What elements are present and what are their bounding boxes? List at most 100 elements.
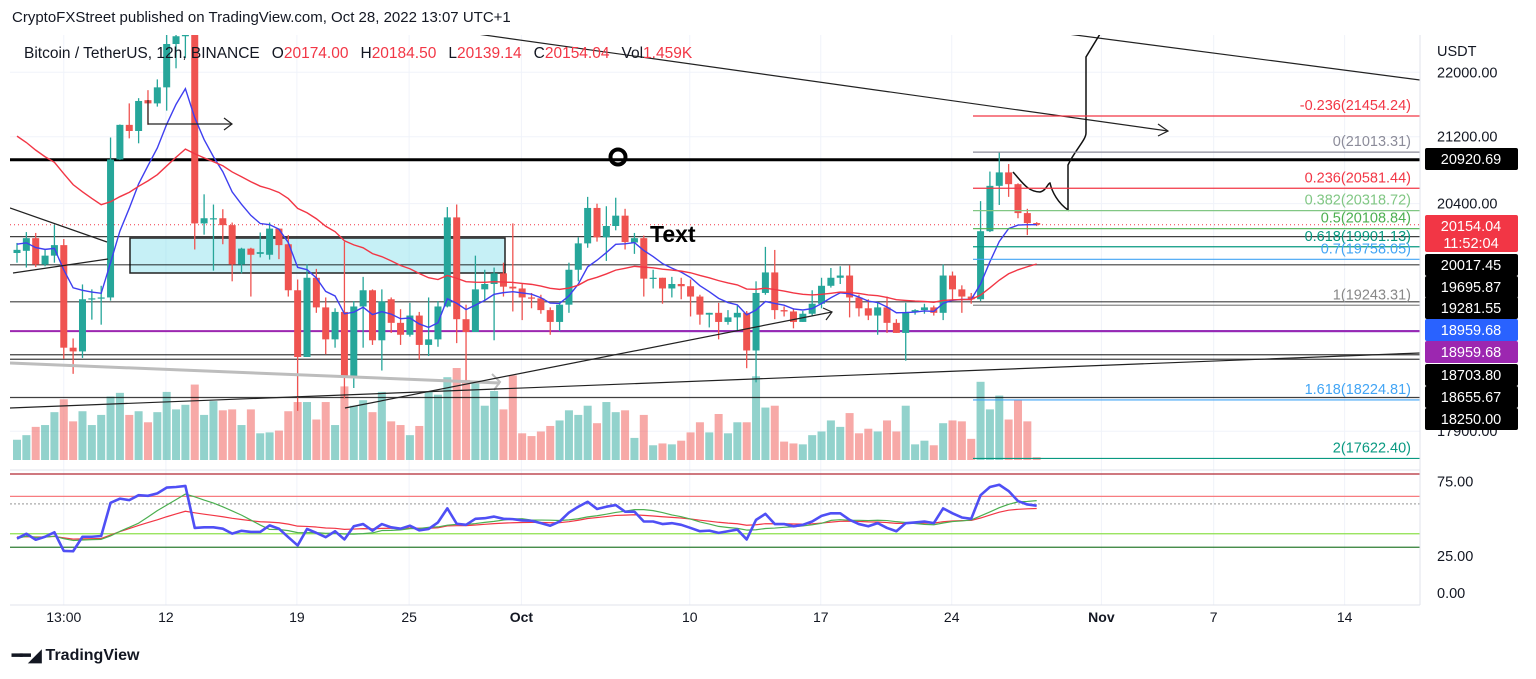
volume-bar [574,414,583,460]
volume-bar [115,392,124,460]
volume-bar [237,425,246,460]
candle-body [471,289,479,333]
trendline-arrow[interactable] [470,33,1169,132]
candle [658,277,666,304]
volume-bar [555,420,564,460]
arrow-head-icon [822,307,833,321]
candle-body [256,252,264,254]
candle-body [163,44,171,88]
candle [920,303,928,314]
volume-bar [256,433,265,460]
candle [977,201,985,302]
candle [827,267,835,288]
candle-body [743,312,751,351]
volume-bar [396,425,405,460]
price-tag [1425,386,1518,408]
candle [312,268,320,313]
candle [163,35,171,111]
candle [902,302,910,361]
logo-text: TradingView [45,647,140,664]
fib-level-label: 0.618(19901.13) [1305,229,1411,245]
volume-bar [143,422,152,460]
volume-bar [854,433,863,460]
time-axis[interactable]: 13:00 12 19 25 Oct 10 17 24 Nov 7 14 [46,609,1352,625]
price-tag [1425,408,1518,430]
candle-body [668,283,676,289]
arrow-drawing[interactable] [147,100,232,125]
candle [116,124,124,160]
trendline-drawings[interactable] [10,33,1420,409]
candle [864,299,872,321]
candle-body [771,272,779,311]
trendline-grey[interactable] [10,361,501,385]
candle-body [294,290,302,357]
rectangle-zone-drawing[interactable] [129,237,506,274]
volume-bar [462,379,471,460]
candle-body [949,275,956,290]
candle-body [640,238,648,279]
candle-body [41,255,49,265]
current-price-tag [1425,215,1518,252]
freehand-drawing[interactable] [1012,34,1101,212]
candle [453,204,461,344]
candle [939,264,947,321]
candle [78,284,86,358]
volume-bar [490,391,499,460]
price-pane[interactable]: -0.236(21454.24) 0(21013.31) 0.236(20581.4… [10,18,1420,460]
candle [69,338,77,374]
candle [359,276,367,348]
candle [387,297,395,333]
circle-marker-icon[interactable] [608,147,628,167]
candle-body [649,277,657,279]
candle [705,312,713,328]
trendline[interactable] [1060,33,1420,81]
volume-bar [705,432,714,460]
volume-bar [985,409,994,460]
volume-bar [265,432,274,460]
fib-level-label: 2(17622.40) [1333,440,1411,456]
candle [574,237,582,282]
candle [1005,164,1013,197]
candle-body [958,289,966,297]
candle-body [453,217,461,320]
candle-body [350,306,358,378]
candle-body [584,207,592,244]
candle-body [967,296,975,300]
symbol-name[interactable]: Bitcoin / TetherUS, 12h, BINANCE [24,45,260,62]
time-axis-label: 19 [289,609,305,625]
volume-bar [377,391,386,460]
tradingview-logo[interactable]: ━━◢ TradingView [12,646,140,666]
volume-bar [78,411,87,460]
candle-body [312,277,320,308]
candle [340,241,348,399]
volume-bar [31,426,40,460]
volume-bar [948,420,957,460]
fib-level-label: -0.236(21454.24) [1300,98,1411,114]
candle [406,302,414,337]
candle-body [977,231,985,300]
candle-body [602,226,610,238]
oscillator-pane[interactable] [10,473,1420,553]
trendline[interactable] [10,207,108,243]
candle-body [32,238,40,265]
trendline[interactable] [10,352,1420,409]
candle [200,194,208,235]
candle-body [340,311,348,378]
text-annotation[interactable]: Text [650,221,696,247]
candle [322,297,330,355]
candle [546,307,554,335]
candle-body [752,292,760,351]
fibonacci-retracement[interactable]: -0.236(21454.24) 0(21013.31) 0.236(20581.4… [973,98,1420,460]
oscillator-axis-label: 25.00 [1437,549,1473,565]
price-tag-label: 19281.55 [1441,301,1501,317]
volume-bar [415,425,424,460]
price-tag-label: 18703.80 [1441,368,1501,384]
oscillator-line [16,483,1037,553]
volume-bar [97,414,106,460]
trendline-arrow[interactable] [344,311,833,409]
volume-bar [246,409,255,460]
candle [733,305,741,331]
fib-level-label: 0.382(20318.72) [1305,193,1411,209]
trendline[interactable] [12,258,109,274]
